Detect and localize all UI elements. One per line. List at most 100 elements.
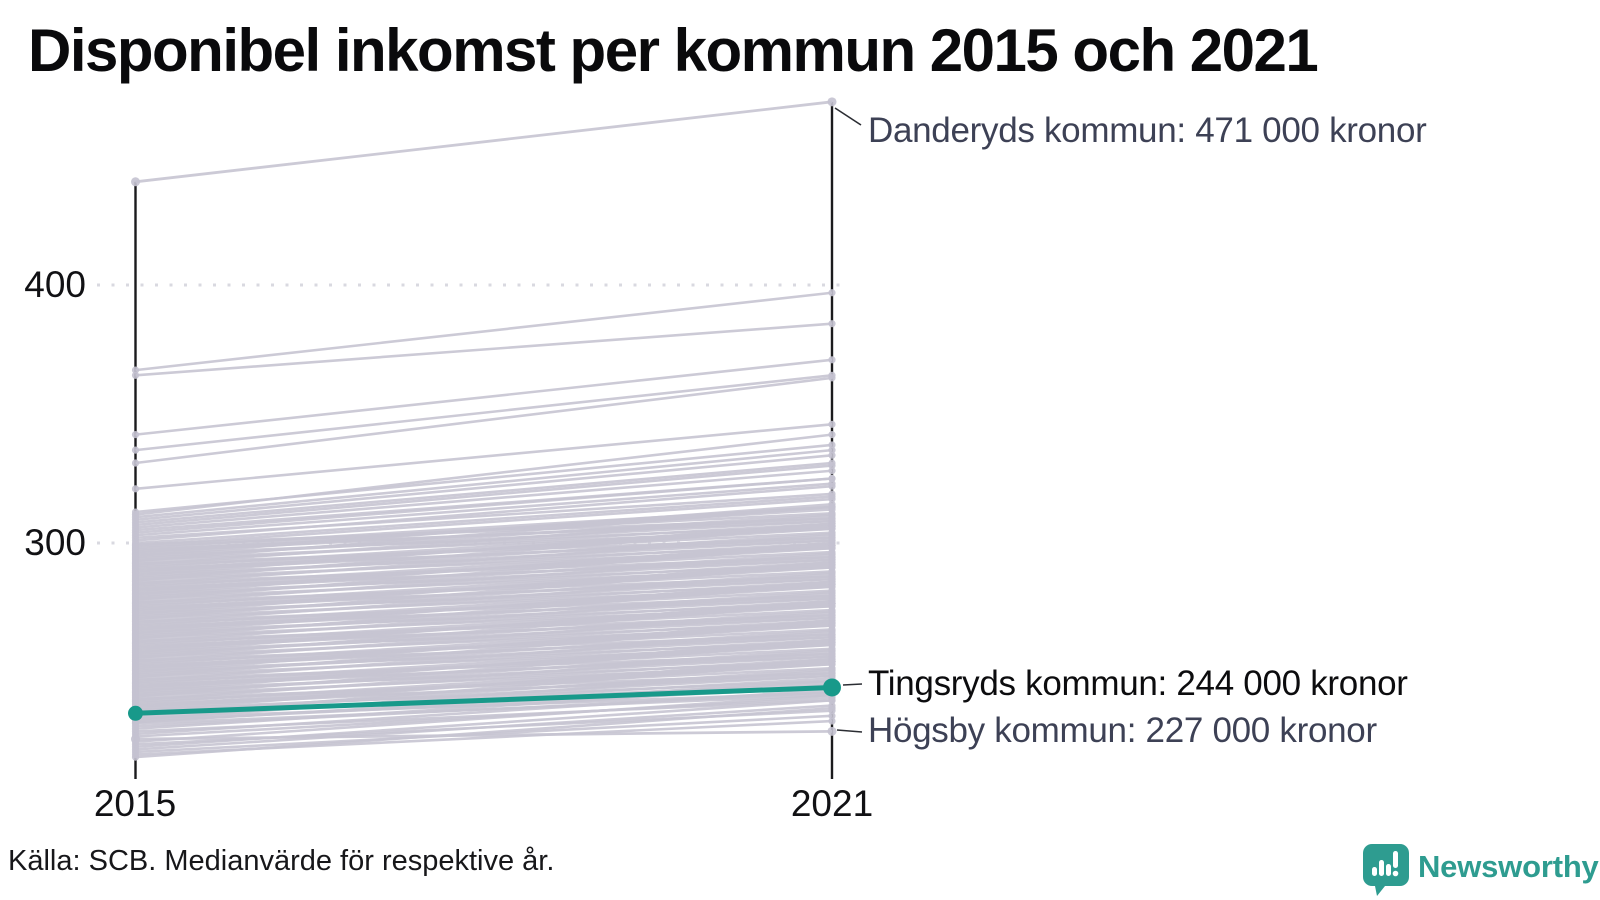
municipality-line-endpoint xyxy=(131,366,140,374)
municipality-line-endpoint xyxy=(828,701,836,710)
municipality-line-danderyd-endpoint xyxy=(131,177,140,187)
municipality-line-endpoint xyxy=(131,431,140,439)
municipality-line-endpoint xyxy=(828,638,836,646)
municipality-line-endpoint xyxy=(828,561,836,569)
highlight-endpoint xyxy=(823,678,841,697)
municipality-line-endpoint xyxy=(828,356,836,364)
municipality-line xyxy=(135,691,833,728)
municipality-line xyxy=(135,358,833,436)
leader-line-hogsby xyxy=(836,729,863,733)
municipality-line xyxy=(135,376,833,465)
municipality-line-endpoint xyxy=(828,611,836,619)
municipality-line-endpoint xyxy=(828,474,836,483)
municipality-line xyxy=(135,536,833,565)
chart-title: Disponibel inkomst per kommun 2015 och 2… xyxy=(28,17,1319,84)
municipality-line xyxy=(135,464,833,527)
municipality-line xyxy=(135,524,833,556)
municipality-line xyxy=(135,671,833,701)
municipality-line-endpoint xyxy=(828,707,836,715)
municipality-line xyxy=(135,604,833,639)
municipality-line-endpoint xyxy=(828,658,836,666)
municipality-line xyxy=(135,575,833,604)
y-axis-tick-400: 400 xyxy=(24,264,86,305)
municipality-line xyxy=(135,448,833,519)
municipality-line-endpoint xyxy=(828,289,836,297)
municipality-line xyxy=(135,495,833,545)
municipality-line xyxy=(135,577,833,609)
municipality-line xyxy=(135,594,833,623)
municipality-line xyxy=(135,597,833,629)
municipality-line-endpoint xyxy=(131,459,140,467)
municipality-line xyxy=(135,662,833,697)
municipality-line-endpoint xyxy=(828,717,836,725)
municipality-line-endpoint xyxy=(131,508,140,516)
municipality-line-endpoint xyxy=(828,480,836,488)
municipality-line xyxy=(135,602,833,634)
municipality-line xyxy=(135,291,833,372)
municipality-line xyxy=(135,497,833,547)
municipality-line xyxy=(135,582,833,614)
municipality-line xyxy=(135,517,833,546)
municipality-line-endpoint xyxy=(828,712,836,720)
municipality-line-endpoint xyxy=(828,503,836,511)
municipality-line xyxy=(135,443,833,514)
municipality-line-endpoint xyxy=(828,446,836,454)
municipality-line xyxy=(135,558,833,590)
municipality-line-endpoint xyxy=(828,320,836,328)
municipality-line xyxy=(135,674,833,706)
municipality-line xyxy=(135,477,833,532)
municipality-line-endpoint xyxy=(131,446,140,454)
municipality-line-danderyd-endpoint xyxy=(827,97,837,107)
municipality-line-endpoint xyxy=(828,592,836,600)
municipality-line-endpoint xyxy=(131,485,140,493)
municipality-line-hogsby xyxy=(135,729,833,741)
municipality-line xyxy=(135,585,833,620)
municipality-line xyxy=(135,719,833,756)
municipality-line-endpoint xyxy=(828,459,836,467)
municipality-line xyxy=(135,660,833,692)
municipality-line xyxy=(135,563,833,595)
municipality-line-endpoint xyxy=(828,420,836,428)
municipality-line xyxy=(135,555,833,585)
municipality-line xyxy=(135,423,833,491)
municipality-line-hogsby-endpoint xyxy=(131,734,140,744)
municipality-line xyxy=(135,527,833,562)
newsworthy-logo-text: Newsworthy xyxy=(1418,849,1599,884)
newsworthy-logo: Newsworthy xyxy=(1362,840,1599,898)
annotation-hogsby: Högsby kommun: 227 000 kronor xyxy=(868,711,1377,750)
x-axis-label-2015: 2015 xyxy=(93,783,177,824)
municipality-line-endpoint xyxy=(828,619,836,627)
municipality-line-endpoint xyxy=(131,371,140,379)
municipality-line xyxy=(135,641,833,673)
municipality-line xyxy=(135,652,833,682)
municipality-line xyxy=(135,453,833,522)
municipality-line xyxy=(135,482,833,537)
municipality-line xyxy=(135,621,833,653)
y-axis-tick-300: 300 xyxy=(24,522,86,563)
municipality-line xyxy=(135,544,833,576)
municipality-line xyxy=(135,633,833,662)
municipality-line-danderyd xyxy=(135,100,833,184)
municipality-line-endpoint xyxy=(828,630,836,639)
municipality-line xyxy=(135,374,833,452)
leader-line-tingsryd xyxy=(842,683,863,686)
municipality-line xyxy=(135,322,833,377)
municipality-line-endpoint xyxy=(828,514,836,523)
municipality-line xyxy=(135,461,833,524)
leader-line-danderyd xyxy=(834,107,862,126)
municipality-line-endpoint xyxy=(828,509,836,517)
municipality-line xyxy=(135,546,833,581)
municipality-line xyxy=(135,519,833,551)
municipality-line-endpoint xyxy=(828,490,836,498)
municipality-line xyxy=(135,679,833,711)
municipality-line-endpoint xyxy=(828,669,836,677)
municipality-line xyxy=(135,699,833,733)
municipality-line-hogsby-endpoint xyxy=(827,726,837,736)
municipality-line xyxy=(135,616,833,648)
municipality-line-endpoint xyxy=(828,541,836,550)
municipality-line-endpoint xyxy=(828,451,836,459)
municipality-line xyxy=(135,613,833,643)
municipality-line-endpoint xyxy=(828,572,836,581)
